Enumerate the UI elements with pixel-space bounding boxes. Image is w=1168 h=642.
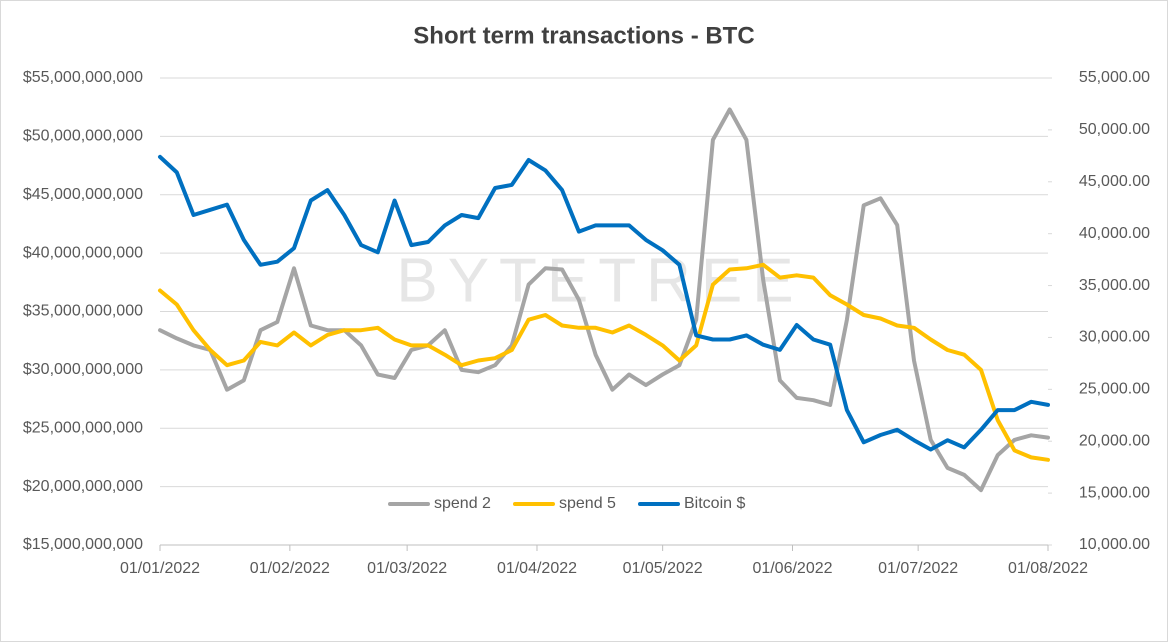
y2-tick-label: 50,000.00 (1079, 121, 1150, 138)
data-line (158, 107, 1050, 493)
y2-tick-label: 10,000.00 (1079, 536, 1150, 553)
legend-label: spend 5 (559, 495, 616, 512)
data-line (158, 154, 1050, 452)
x-tick-label: 01/02/2022 (250, 560, 330, 577)
y2-tick-label: 40,000.00 (1079, 225, 1150, 242)
legend-label: Bitcoin $ (684, 495, 745, 512)
chart-title: Short term transactions - BTC (413, 22, 754, 49)
y-tick-label: $55,000,000,000 (23, 69, 143, 86)
y-tick-label: $25,000,000,000 (23, 419, 143, 436)
y2-tick-label: 55,000.00 (1079, 69, 1150, 86)
y-tick-label: $45,000,000,000 (23, 186, 143, 203)
data-line (158, 262, 1050, 462)
x-tick-label: 01/06/2022 (752, 560, 832, 577)
x-tick-label: 01/03/2022 (367, 560, 447, 577)
y2-tick-label: 20,000.00 (1079, 432, 1150, 449)
y-tick-label: $35,000,000,000 (23, 303, 143, 320)
y2-tick-label: 35,000.00 (1079, 277, 1150, 294)
x-tick-label: 01/01/2022 (120, 560, 200, 577)
x-tick-label: 01/08/2022 (1008, 560, 1088, 577)
y-tick-label: $30,000,000,000 (23, 361, 143, 378)
y-tick-label: $15,000,000,000 (23, 536, 143, 553)
y2-tick-label: 25,000.00 (1079, 381, 1150, 398)
x-tick-label: 01/04/2022 (497, 560, 577, 577)
x-tick-label: 01/05/2022 (623, 560, 703, 577)
watermark: BYTETREE (396, 246, 803, 315)
x-tick-label: 01/07/2022 (878, 560, 958, 577)
y-tick-label: $20,000,000,000 (23, 478, 143, 495)
legend-label: spend 2 (434, 495, 491, 512)
y2-tick-label: 30,000.00 (1079, 329, 1150, 346)
y2-tick-label: 15,000.00 (1079, 484, 1150, 501)
y-tick-label: $50,000,000,000 (23, 128, 143, 145)
y-tick-label: $40,000,000,000 (23, 244, 143, 261)
y2-tick-label: 45,000.00 (1079, 173, 1150, 190)
